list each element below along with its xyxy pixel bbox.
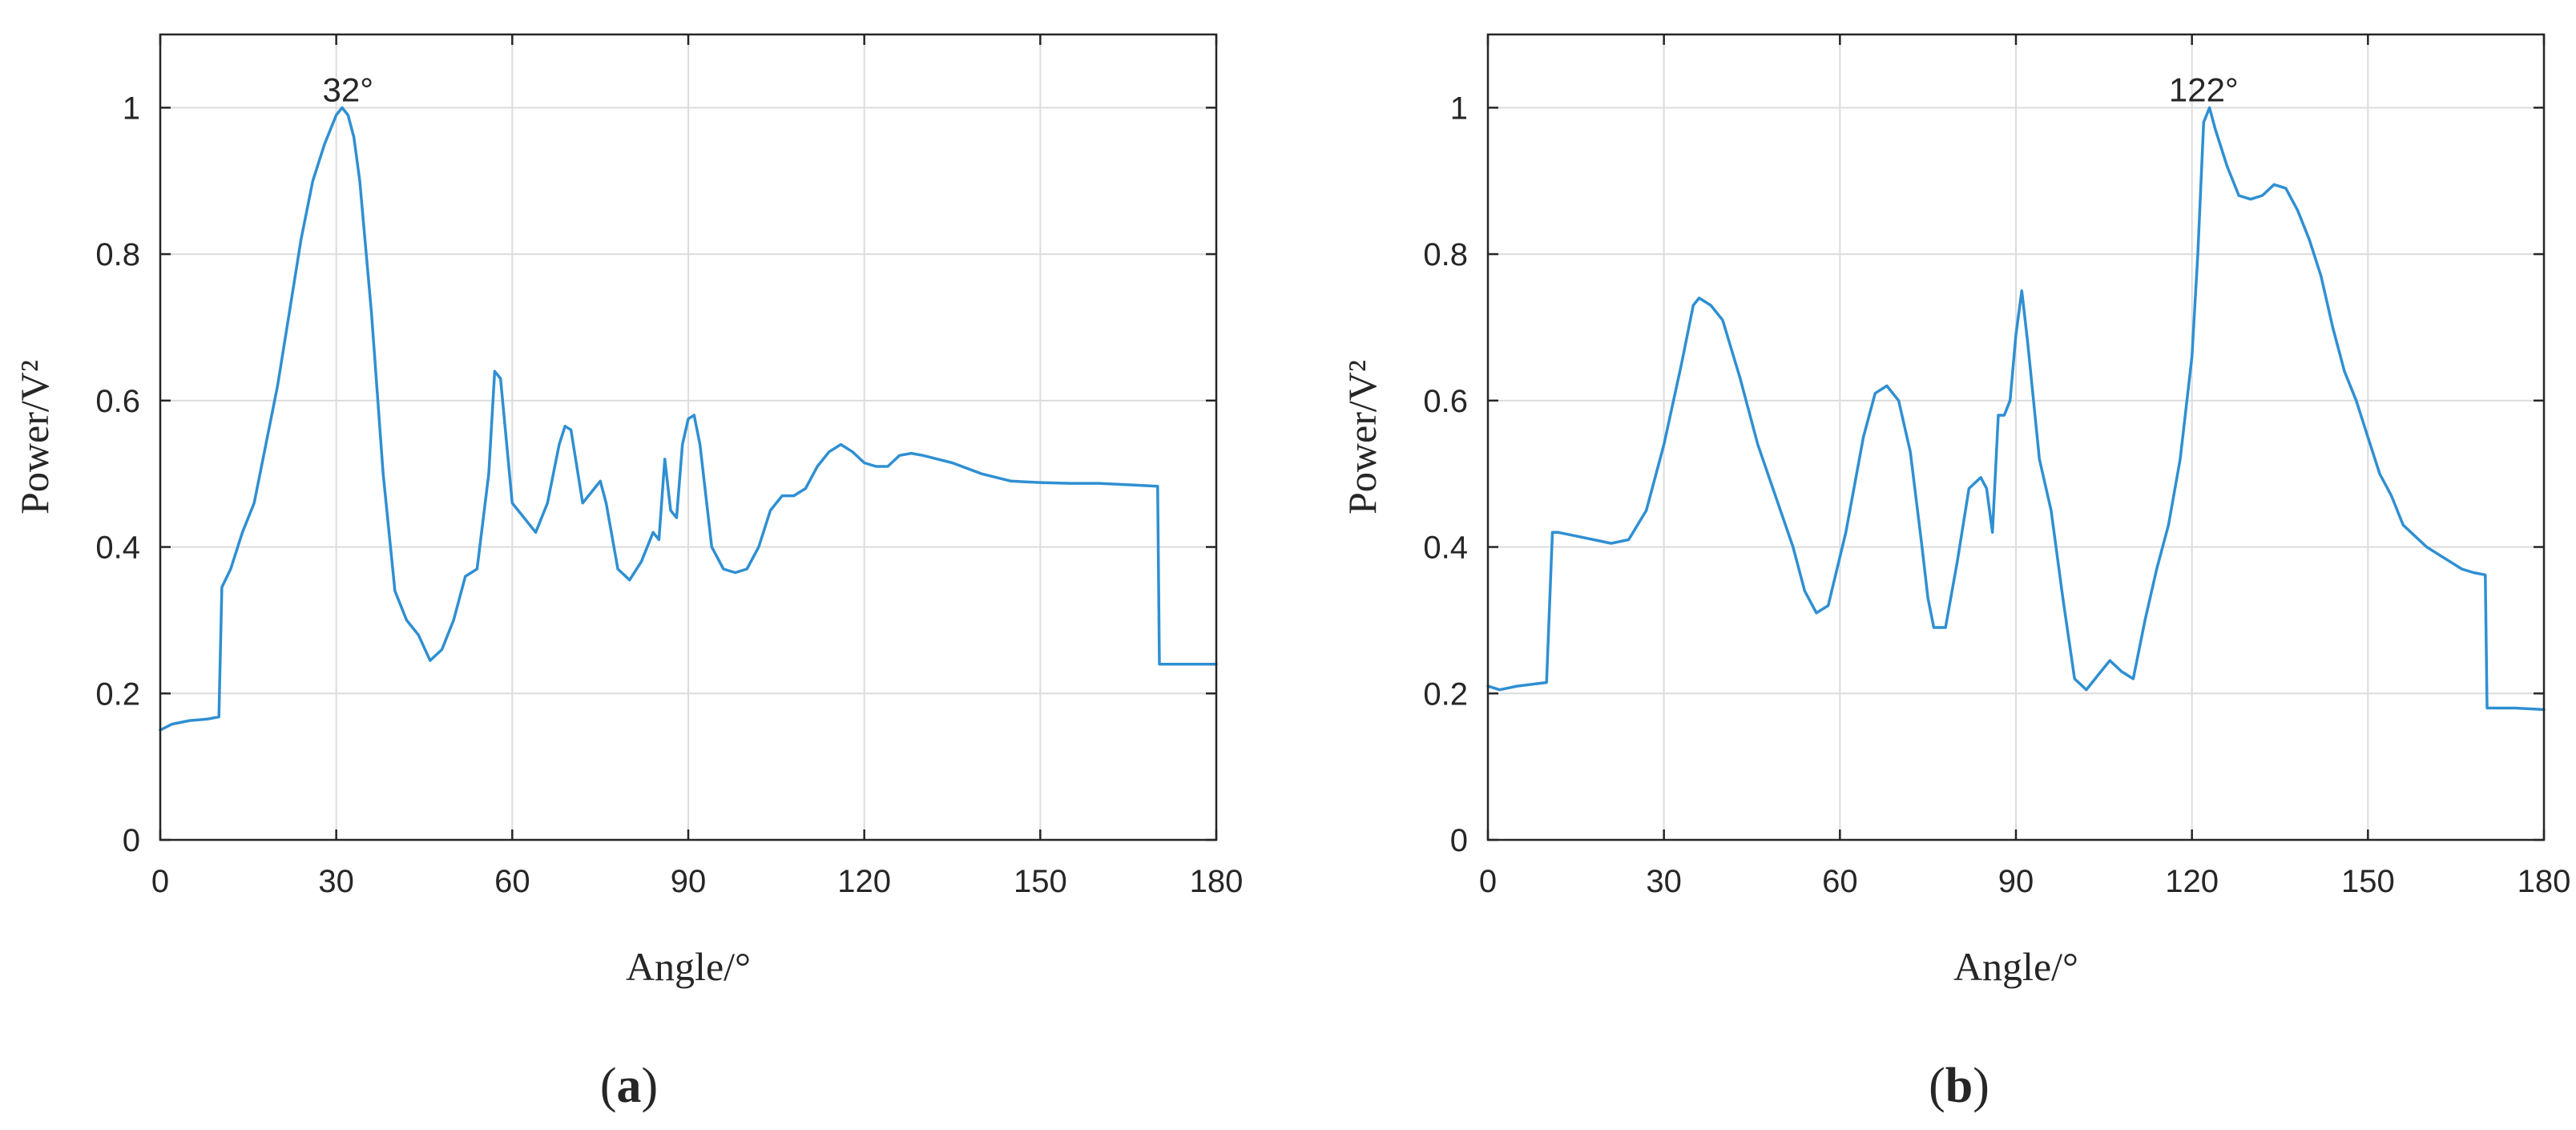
x-tick-label: 150	[1014, 864, 1067, 899]
y-tick-label: 0.4	[1423, 531, 1468, 566]
y-tick-label: 0	[1450, 823, 1468, 858]
panel-caption: (a)	[600, 1059, 658, 1113]
x-tick-label: 120	[837, 864, 891, 899]
x-tick-label: 90	[1998, 864, 2034, 899]
peak-annotation: 122°	[2169, 71, 2239, 108]
y-tick-label: 0.6	[1423, 384, 1468, 419]
x-tick-label: 0	[1479, 864, 1497, 899]
x-tick-label: 60	[494, 864, 530, 899]
peak-annotation: 32°	[323, 71, 374, 108]
x-tick-label: 150	[2341, 864, 2395, 899]
series-line	[1486, 106, 2546, 712]
x-tick-label: 30	[318, 864, 354, 899]
y-axis-label: Power/V²	[12, 360, 57, 515]
y-tick-label: 1	[1450, 91, 1468, 126]
y-tick-label: 0.2	[1423, 676, 1468, 712]
panel-caption: (b)	[1929, 1059, 1989, 1113]
y-tick-label: 1	[123, 91, 140, 126]
x-tick-label: 180	[1190, 864, 1244, 899]
x-tick-label: 180	[2518, 864, 2571, 899]
y-axis-label: Power/V²	[1340, 360, 1385, 515]
y-tick-label: 0.6	[95, 384, 140, 419]
x-tick-label: 30	[1646, 864, 1682, 899]
y-tick-label: 0.8	[1423, 237, 1468, 272]
y-tick-label: 0	[123, 823, 140, 858]
x-axis-label: Angle/°	[626, 944, 751, 989]
series-line	[159, 106, 1218, 732]
panel-a: 0 30 60 90 120 150 180 0 0.2 0.4 0.6 0.8 1 Angle/° Pow…	[12, 33, 1244, 1113]
x-tick-label: 90	[671, 864, 707, 899]
x-axis-label: Angle/°	[1953, 944, 2078, 989]
x-tick-label: 60	[1822, 864, 1858, 899]
x-tick-label: 120	[2165, 864, 2219, 899]
panel-b: 0 30 60 90 120 150 180 0 0.2 0.4 0.6 0.8 1 Angle/° Pow…	[1340, 33, 2571, 1113]
x-tick-label: 0	[151, 864, 169, 899]
y-tick-label: 0.4	[95, 531, 140, 566]
y-tick-label: 0.8	[95, 237, 140, 272]
y-tick-label: 0.2	[95, 676, 140, 712]
